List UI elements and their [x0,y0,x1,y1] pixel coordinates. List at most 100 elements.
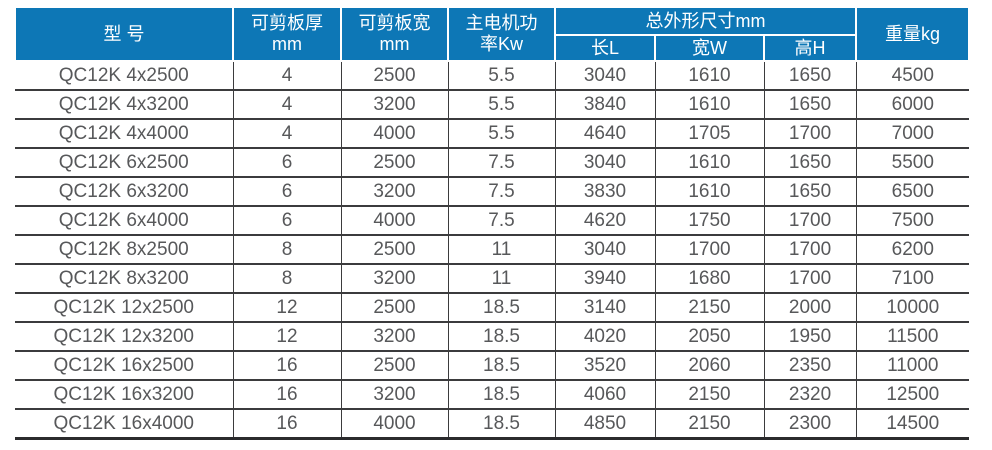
cell-thickness: 16 [232,409,342,440]
cell-width: 1610 [654,148,765,178]
cell-height: 2350 [763,351,857,381]
cell-width: 2150 [654,380,765,410]
cell-weight: 5500 [855,148,970,178]
table-row: QC12K 6x4000 6 4000 7.5 4620 1750 1700 7500 [15,206,970,236]
table-row: QC12K 4x4000 4 4000 5.5 4640 1705 1700 7000 [15,119,970,149]
cell-length: 4620 [554,206,656,236]
cell-model: QC12K 16x4000 [15,409,234,440]
cell-width: 1610 [654,177,765,207]
cell-height: 1700 [763,119,857,149]
cell-weight: 6500 [855,177,970,207]
cell-height: 1650 [763,148,857,178]
cell-shear_width: 2500 [340,235,449,265]
cell-thickness: 4 [232,90,342,120]
col-header-thickness: 可剪板厚 mm [232,6,342,62]
table-row: QC12K 8x3200 8 3200 11 3940 1680 1700 7100 [15,264,970,294]
cell-width: 1610 [654,90,765,120]
col-header-shear-width: 可剪板宽 mm [340,6,449,62]
cell-weight: 11500 [855,322,970,352]
cell-model: QC12K 16x2500 [15,351,234,381]
cell-thickness: 6 [232,148,342,178]
cell-power: 18.5 [447,351,556,381]
cell-model: QC12K 4x4000 [15,119,234,149]
cell-width: 2150 [654,293,765,323]
cell-length: 3140 [554,293,656,323]
cell-power: 5.5 [447,119,556,149]
cell-shear_width: 2500 [340,293,449,323]
table-row: QC12K 6x2500 6 2500 7.5 3040 1610 1650 5500 [15,148,970,178]
cell-height: 1650 [763,177,857,207]
cell-model: QC12K 6x3200 [15,177,234,207]
cell-shear_width: 2500 [340,351,449,381]
cell-power: 18.5 [447,293,556,323]
cell-model: QC12K 8x3200 [15,264,234,294]
cell-shear_width: 4000 [340,119,449,149]
cell-width: 1750 [654,206,765,236]
cell-thickness: 12 [232,322,342,352]
table-row: QC12K 4x2500 4 2500 5.5 3040 1610 1650 4500 [15,61,970,91]
spec-table: 型 号 可剪板厚 mm 可剪板宽 mm 主电机功 率Kw 总外形尺寸mm 重量k… [14,6,971,440]
cell-power: 5.5 [447,61,556,91]
cell-height: 1700 [763,206,857,236]
cell-model: QC12K 6x4000 [15,206,234,236]
cell-weight: 6200 [855,235,970,265]
cell-height: 2320 [763,380,857,410]
table-row: QC12K 12x2500 12 2500 18.5 3140 2150 2000 10000 [15,293,970,323]
cell-height: 2300 [763,409,857,440]
table-header: 型 号 可剪板厚 mm 可剪板宽 mm 主电机功 率Kw 总外形尺寸mm 重量k… [14,6,971,62]
cell-power: 7.5 [447,206,556,236]
cell-thickness: 8 [232,264,342,294]
table-row: QC12K 8x2500 8 2500 11 3040 1700 1700 6200 [15,235,970,265]
cell-length: 4060 [554,380,656,410]
table-row: QC12K 16x3200 16 3200 18.5 4060 2150 2320 12500 [15,380,970,410]
cell-weight: 7100 [855,264,970,294]
cell-model: QC12K 4x2500 [15,61,234,91]
cell-width: 1705 [654,119,765,149]
cell-height: 1650 [763,90,857,120]
table-row: QC12K 16x2500 16 2500 18.5 3520 2060 2350 11000 [15,351,970,381]
cell-length: 3040 [554,61,656,91]
cell-length: 3940 [554,264,656,294]
cell-height: 1650 [763,61,857,91]
cell-width: 2150 [654,409,765,440]
cell-weight: 4500 [855,61,970,91]
cell-height: 1950 [763,322,857,352]
cell-weight: 14500 [855,409,970,440]
cell-shear_width: 3200 [340,380,449,410]
cell-thickness: 16 [232,351,342,381]
cell-weight: 6000 [855,90,970,120]
cell-width: 1610 [654,61,765,91]
cell-shear_width: 2500 [340,61,449,91]
cell-height: 1700 [763,235,857,265]
cell-model: QC12K 16x3200 [15,380,234,410]
cell-width: 2060 [654,351,765,381]
cell-shear_width: 4000 [340,206,449,236]
cell-shear_width: 3200 [340,322,449,352]
cell-power: 11 [447,235,556,265]
cell-model: QC12K 4x3200 [15,90,234,120]
cell-width: 1680 [654,264,765,294]
col-header-weight: 重量kg [855,6,971,62]
table-row: QC12K 4x3200 4 3200 5.5 3840 1610 1650 6000 [15,90,970,120]
cell-shear_width: 3200 [340,177,449,207]
cell-thickness: 4 [232,61,342,91]
cell-thickness: 16 [232,380,342,410]
cell-thickness: 8 [232,235,342,265]
cell-length: 3040 [554,235,656,265]
cell-power: 5.5 [447,90,556,120]
table-row: QC12K 6x3200 6 3200 7.5 3830 1610 1650 6500 [15,177,970,207]
cell-height: 2000 [763,293,857,323]
cell-power: 7.5 [447,148,556,178]
col-header-width: 宽W [654,34,765,62]
cell-length: 4850 [554,409,656,440]
cell-length: 4640 [554,119,656,149]
cell-model: QC12K 8x2500 [15,235,234,265]
cell-length: 3840 [554,90,656,120]
cell-length: 3830 [554,177,656,207]
cell-weight: 11000 [855,351,970,381]
cell-shear_width: 4000 [340,409,449,440]
table-body: QC12K 4x2500 4 2500 5.5 3040 1610 1650 4500 QC12… [15,61,970,440]
cell-model: QC12K 12x2500 [15,293,234,323]
cell-thickness: 4 [232,119,342,149]
